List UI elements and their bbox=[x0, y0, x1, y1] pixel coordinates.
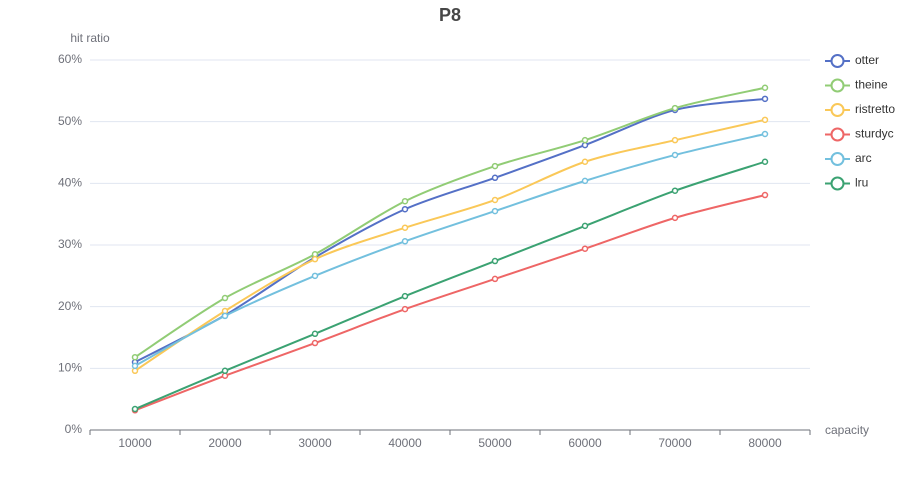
data-point bbox=[491, 207, 499, 215]
y-tick-label: 10% bbox=[58, 361, 82, 375]
data-point bbox=[491, 275, 499, 283]
x-tick-label: 40000 bbox=[388, 436, 422, 450]
data-point bbox=[311, 255, 319, 263]
y-tick-label: 0% bbox=[65, 422, 83, 436]
data-point bbox=[401, 197, 409, 205]
y-tick-label: 40% bbox=[58, 176, 82, 190]
data-point bbox=[761, 84, 769, 91]
data-point bbox=[491, 196, 499, 204]
data-point bbox=[401, 224, 409, 231]
data-point bbox=[761, 116, 769, 124]
data-point bbox=[671, 214, 679, 222]
data-point bbox=[581, 222, 589, 230]
data-point bbox=[401, 205, 409, 213]
data-point bbox=[311, 339, 319, 347]
chart-title: P8 bbox=[439, 5, 461, 25]
data-point bbox=[671, 136, 679, 144]
data-point bbox=[401, 305, 409, 313]
y-axis-label: hit ratio bbox=[70, 31, 110, 45]
x-tick-label: 10000 bbox=[118, 436, 152, 450]
series-line bbox=[134, 133, 766, 367]
legend-swatch[interactable] bbox=[830, 78, 845, 93]
series-line bbox=[134, 194, 766, 412]
data-point bbox=[131, 405, 139, 413]
x-tick-label: 20000 bbox=[208, 436, 242, 450]
legend-swatch[interactable] bbox=[830, 127, 845, 142]
data-point bbox=[491, 257, 499, 265]
x-tick-label: 50000 bbox=[478, 436, 512, 450]
x-tick-label: 70000 bbox=[658, 436, 692, 450]
data-point bbox=[311, 272, 319, 280]
data-point bbox=[761, 191, 769, 199]
data-point bbox=[491, 162, 499, 170]
legend-label[interactable]: ristretto bbox=[855, 102, 895, 116]
data-point bbox=[581, 158, 589, 165]
y-tick-label: 20% bbox=[58, 299, 82, 313]
y-tick-label: 60% bbox=[58, 52, 82, 66]
legend-label[interactable]: arc bbox=[855, 151, 872, 165]
data-point bbox=[221, 367, 229, 375]
data-point bbox=[491, 174, 499, 182]
series-line bbox=[134, 97, 766, 364]
data-point bbox=[581, 177, 589, 185]
series-line bbox=[134, 160, 766, 410]
legend-swatch[interactable] bbox=[830, 54, 845, 68]
data-point bbox=[131, 362, 139, 370]
legend-swatch[interactable] bbox=[830, 103, 845, 117]
legend-label[interactable]: otter bbox=[855, 53, 879, 67]
data-point bbox=[671, 104, 679, 112]
legend-swatch[interactable] bbox=[830, 152, 845, 166]
data-point bbox=[581, 136, 589, 144]
data-point bbox=[401, 238, 409, 245]
x-tick-label: 30000 bbox=[298, 436, 332, 450]
data-point bbox=[671, 187, 679, 194]
data-point bbox=[761, 158, 769, 165]
data-point bbox=[221, 294, 229, 302]
data-point bbox=[761, 95, 769, 103]
data-point bbox=[311, 330, 319, 338]
data-point bbox=[401, 292, 409, 300]
data-point bbox=[761, 130, 769, 138]
legend-swatch[interactable] bbox=[830, 176, 845, 191]
series-line bbox=[134, 86, 766, 359]
data-point bbox=[671, 151, 679, 159]
legend-label[interactable]: theine bbox=[855, 78, 888, 92]
x-tick-label: 80000 bbox=[748, 436, 782, 450]
x-tick-label: 60000 bbox=[568, 436, 602, 450]
legend-label[interactable]: lru bbox=[855, 176, 868, 190]
legend-label[interactable]: sturdyc bbox=[855, 127, 894, 141]
data-point bbox=[581, 245, 589, 252]
data-point bbox=[221, 312, 229, 320]
data-point bbox=[131, 353, 139, 361]
y-tick-label: 30% bbox=[58, 237, 82, 251]
x-axis-label: capacity bbox=[825, 423, 869, 437]
y-tick-label: 50% bbox=[58, 114, 82, 128]
